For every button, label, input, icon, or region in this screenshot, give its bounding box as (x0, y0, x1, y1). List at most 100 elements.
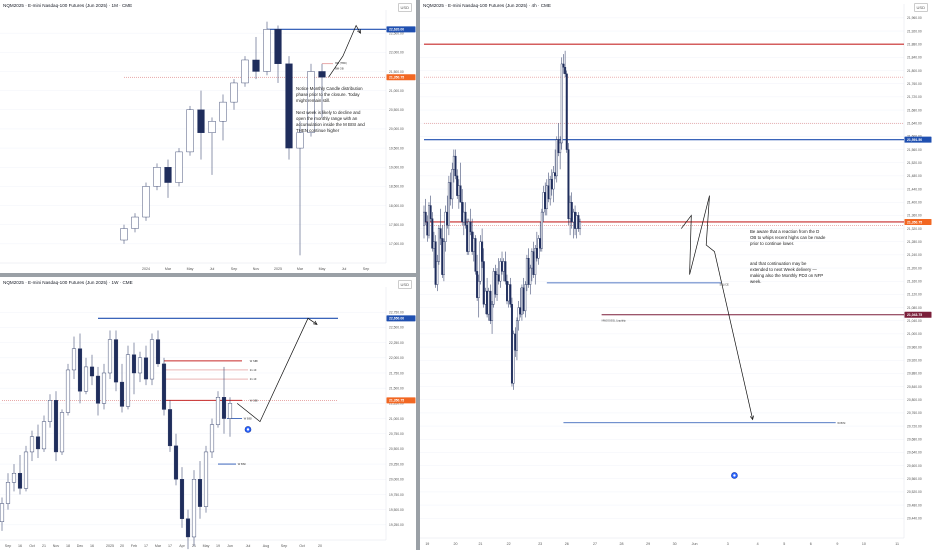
bear-candle[interactable] (497, 274, 500, 282)
bull-candle[interactable] (487, 290, 490, 315)
bull-candle[interactable] (492, 271, 495, 305)
bear-candle[interactable] (466, 225, 469, 252)
bull-candle[interactable] (525, 257, 528, 285)
bull-candle[interactable] (572, 211, 575, 223)
bull-candle[interactable] (569, 202, 572, 219)
monthly-chart-svg[interactable]: 17,000.00 17,500.00 18,000.00 18,500.00 19,0… (0, 0, 416, 273)
bull-candle[interactable] (530, 251, 533, 269)
bear-candle[interactable] (547, 185, 550, 200)
bear-candle[interactable] (474, 238, 477, 272)
bull-candle[interactable] (451, 169, 454, 200)
bear-candle[interactable] (535, 248, 538, 259)
bull-candle[interactable] (472, 238, 475, 252)
bear-candle[interactable] (164, 167, 172, 183)
bear-candle[interactable] (554, 172, 557, 177)
bear-candle[interactable] (285, 63, 293, 149)
bull-candle[interactable] (545, 185, 548, 210)
bear-candle[interactable] (482, 261, 485, 305)
bull-candle[interactable] (219, 101, 227, 122)
bull-candle[interactable] (47, 400, 53, 422)
bull-candle[interactable] (502, 261, 505, 272)
bull-candle[interactable] (149, 339, 155, 380)
bear-candle[interactable] (252, 59, 260, 72)
bull-candle[interactable] (71, 348, 77, 371)
bull-candle[interactable] (540, 211, 543, 249)
bull-candle[interactable] (462, 211, 465, 223)
bull-candle[interactable] (534, 248, 537, 275)
bull-candle[interactable] (529, 267, 532, 285)
bull-candle[interactable] (307, 71, 315, 133)
bear-candle[interactable] (570, 202, 573, 223)
bull-candle[interactable] (137, 357, 143, 374)
bull-candle[interactable] (296, 132, 304, 149)
bear-candle[interactable] (469, 221, 472, 233)
bear-candle[interactable] (434, 241, 437, 285)
price-axis[interactable] (386, 277, 416, 550)
bear-candle[interactable] (155, 339, 161, 365)
bear-candle[interactable] (464, 211, 467, 226)
bear-candle[interactable] (544, 192, 547, 210)
bull-candle[interactable] (125, 354, 131, 407)
bull-candle[interactable] (142, 186, 150, 218)
bear-candle[interactable] (35, 436, 41, 450)
bull-candle[interactable] (555, 139, 558, 177)
bull-candle[interactable] (427, 205, 430, 236)
bear-candle[interactable] (486, 290, 489, 315)
currency-badge[interactable]: USD (397, 3, 412, 12)
bull-candle[interactable] (479, 241, 482, 282)
bull-candle[interactable] (559, 142, 562, 154)
bear-candle[interactable] (426, 221, 429, 236)
bear-candle[interactable] (565, 73, 568, 150)
bull-candle[interactable] (203, 451, 209, 507)
bull-candle[interactable] (215, 397, 221, 425)
bull-candle[interactable] (579, 221, 582, 229)
bull-candle[interactable] (515, 320, 518, 351)
bull-candle[interactable] (447, 182, 450, 226)
bear-candle[interactable] (539, 238, 542, 249)
bear-candle[interactable] (471, 231, 474, 252)
bear-candle[interactable] (456, 175, 459, 196)
projection-path[interactable] (328, 24, 361, 78)
bear-candle[interactable] (441, 238, 444, 275)
bear-candle[interactable] (522, 287, 525, 312)
bear-candle[interactable] (509, 284, 512, 305)
bull-candle[interactable] (542, 192, 545, 213)
bear-candle[interactable] (185, 518, 191, 538)
bear-candle[interactable] (53, 400, 59, 453)
bull-candle[interactable] (263, 29, 271, 72)
price-axis[interactable] (904, 0, 932, 550)
bull-candle[interactable] (101, 372, 107, 404)
bear-candle[interactable] (476, 271, 479, 298)
bull-candle[interactable] (29, 436, 35, 453)
bear-candle[interactable] (494, 271, 497, 295)
chart-pane-monthly[interactable]: 17,000.00 17,500.00 18,000.00 18,500.00 19,0… (0, 0, 416, 273)
bear-candle[interactable] (143, 357, 149, 380)
bear-candle[interactable] (446, 211, 449, 226)
bear-candle[interactable] (454, 155, 457, 177)
bear-candle[interactable] (481, 241, 484, 262)
bull-candle[interactable] (230, 82, 238, 103)
bull-candle[interactable] (131, 216, 139, 229)
bear-candle[interactable] (514, 333, 517, 351)
bull-candle[interactable] (507, 284, 510, 302)
bull-candle[interactable] (83, 366, 89, 392)
bull-candle[interactable] (191, 479, 197, 538)
bull-candle[interactable] (0, 503, 5, 522)
bear-candle[interactable] (449, 182, 452, 200)
bull-candle[interactable] (23, 451, 29, 489)
bear-candle[interactable] (77, 348, 83, 392)
projection-path[interactable] (236, 317, 318, 423)
bull-candle[interactable] (452, 155, 455, 170)
pane-divider-horizontal[interactable] (0, 273, 416, 277)
bear-candle[interactable] (504, 261, 507, 282)
bull-candle[interactable] (107, 339, 113, 374)
bear-candle[interactable] (577, 215, 580, 229)
bull-candle[interactable] (467, 221, 470, 252)
bull-candle[interactable] (520, 287, 523, 315)
bear-candle[interactable] (424, 211, 427, 223)
bear-candle[interactable] (489, 290, 492, 321)
bull-candle[interactable] (65, 369, 71, 413)
currency-badge[interactable]: USD (397, 280, 412, 289)
bear-candle[interactable] (95, 375, 101, 404)
bear-candle[interactable] (527, 257, 530, 285)
